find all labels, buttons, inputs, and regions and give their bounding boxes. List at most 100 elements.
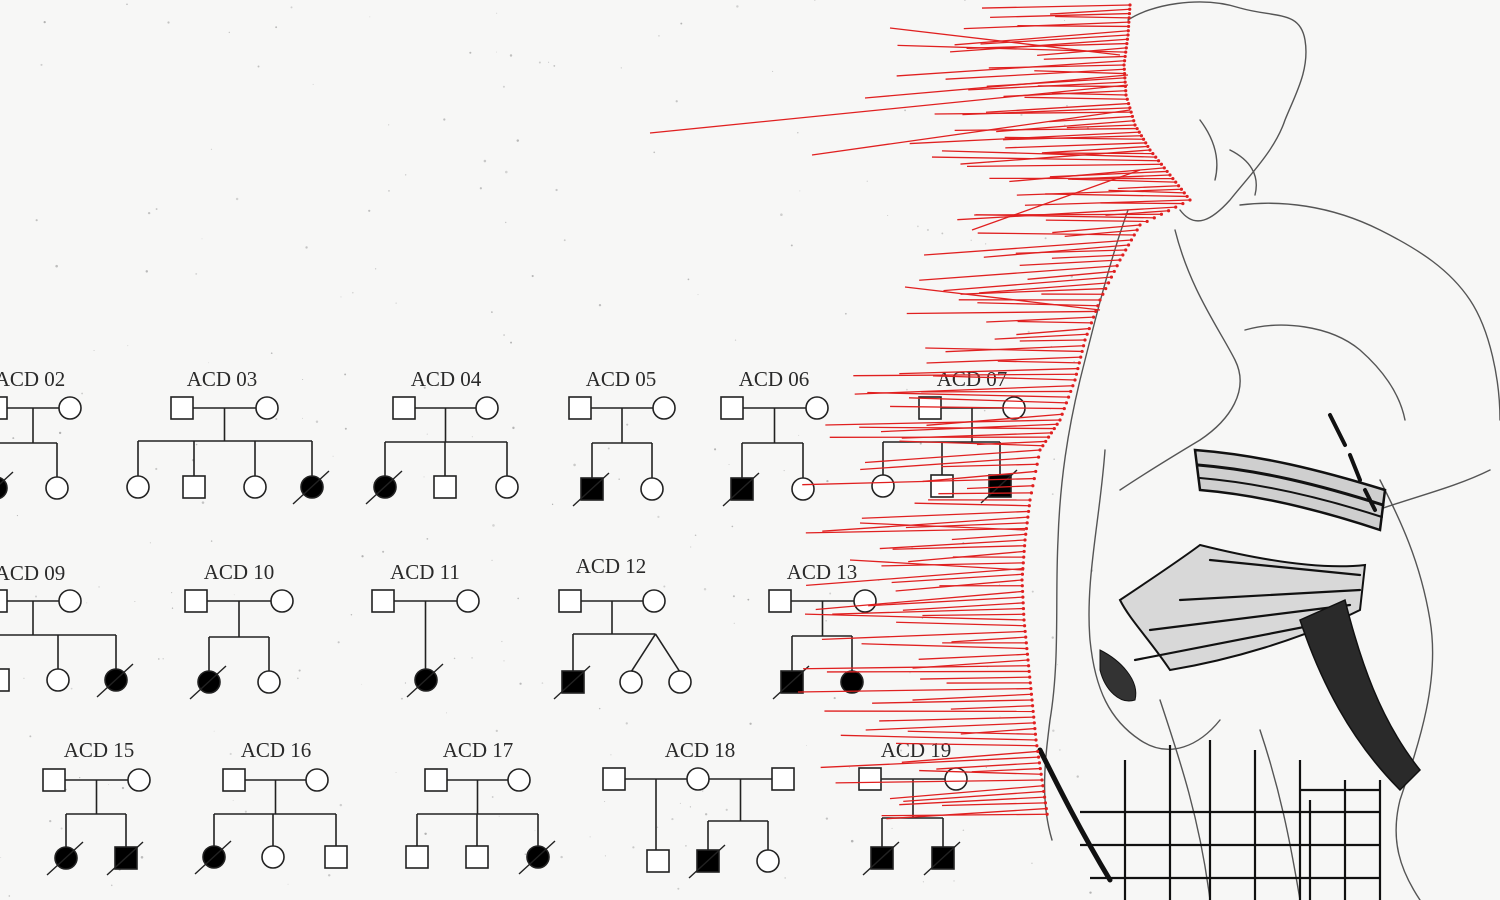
- red-ray-tip: [1023, 538, 1027, 542]
- paper-speckle: [270, 352, 273, 355]
- paper-speckle: [315, 420, 319, 423]
- red-ray-tip: [1128, 3, 1132, 7]
- red-ray-tip: [1020, 584, 1024, 588]
- female-circle: [127, 768, 151, 792]
- paper-speckle: [941, 232, 944, 235]
- red-ray-tip: [1121, 253, 1125, 257]
- red-ray-tip: [1026, 664, 1031, 668]
- red-ray-tip: [1025, 521, 1029, 525]
- pedigree-labels: ACD 02 ACD 03 ACD 04 ACD 05 ACD 06 ACD 0…: [0, 367, 1007, 762]
- paper-speckle: [12, 437, 15, 440]
- pedigree-acd-18: [602, 767, 795, 879]
- paper-speckle: [327, 874, 331, 877]
- red-ray: [891, 573, 1023, 584]
- red-ray-tip: [1123, 54, 1127, 59]
- paper-speckle: [657, 515, 660, 518]
- paper-speckle: [446, 712, 447, 714]
- female-circle: [495, 475, 519, 499]
- female-circle: [805, 396, 829, 420]
- paper-speckle: [290, 6, 293, 9]
- paper-speckle: [783, 470, 785, 472]
- pedigree-label: ACD 11: [390, 560, 460, 584]
- figure-outline-chest: [1244, 324, 1406, 421]
- paper-speckle: [426, 433, 428, 435]
- paper-speckle: [733, 622, 735, 624]
- female-circle: [270, 589, 294, 613]
- paper-speckle: [502, 85, 505, 88]
- paper-speckle: [504, 170, 508, 174]
- red-ray-tip: [1041, 784, 1045, 788]
- red-ray: [922, 470, 1036, 483]
- red-ray-tip: [1032, 715, 1036, 719]
- male-square: [392, 396, 416, 420]
- male-square: [424, 768, 448, 792]
- paper-speckle: [626, 423, 629, 426]
- paper-speckle: [618, 478, 620, 480]
- paper-speckle: [157, 658, 160, 660]
- paper-speckle: [400, 697, 403, 700]
- red-ray: [1117, 185, 1179, 190]
- paper-speckle: [509, 54, 513, 57]
- red-ray: [920, 676, 1030, 680]
- male-square: [720, 396, 744, 420]
- red-ray: [835, 779, 1043, 784]
- red-ray: [861, 643, 1027, 650]
- red-ray: [899, 367, 1078, 375]
- pedigree-acd-16: [194, 768, 348, 875]
- red-ray: [922, 613, 1024, 617]
- pedigree-acd-11: [371, 589, 480, 698]
- paper-speckle: [589, 836, 591, 838]
- paper-speckle: [496, 12, 498, 14]
- red-ray-tip: [1094, 309, 1098, 314]
- paper-speckle: [195, 272, 198, 275]
- red-ray-tip: [1159, 162, 1164, 166]
- red-ray-tip: [1034, 738, 1038, 742]
- red-ray: [1015, 249, 1126, 254]
- paper-speckle: [98, 586, 100, 588]
- red-ray: [849, 559, 1025, 571]
- red-ray: [931, 156, 1159, 162]
- red-ray-tip: [1126, 243, 1131, 247]
- red-ray: [971, 169, 1141, 231]
- paper-speckle: [697, 294, 699, 296]
- paper-speckle: [498, 815, 500, 817]
- red-ray: [966, 163, 1162, 168]
- red-ray-tip: [1166, 209, 1171, 213]
- red-ray: [1050, 8, 1130, 15]
- paper-speckle: [916, 225, 919, 228]
- paper-speckle: [339, 803, 343, 807]
- red-ray-tip: [1132, 119, 1136, 123]
- red-ray: [1016, 188, 1182, 196]
- red-ray-tip: [1033, 732, 1038, 736]
- red-ray-tip: [1179, 187, 1184, 191]
- red-ray-tip: [1125, 37, 1130, 41]
- red-ray-tip: [1130, 114, 1135, 119]
- red-ray: [899, 796, 1045, 806]
- red-ray-tip: [1058, 418, 1062, 422]
- red-ray-tip: [1122, 67, 1126, 71]
- red-ray-tip: [1035, 744, 1039, 748]
- paper-speckle: [736, 5, 739, 8]
- red-ray: [919, 265, 1118, 281]
- red-ray: [1017, 320, 1092, 324]
- female-circle: [507, 768, 531, 792]
- female-circle: [642, 589, 666, 613]
- pedigree-acd-02: [0, 396, 82, 500]
- paper-speckle: [604, 855, 606, 857]
- red-ray-tip: [1151, 151, 1155, 156]
- paper-speckle: [1044, 237, 1047, 240]
- red-ray-tip: [1089, 321, 1094, 325]
- pedigree-label: ACD 02: [0, 367, 65, 391]
- red-ray-tip: [1044, 806, 1048, 811]
- pedigree-label: ACD 17: [443, 738, 514, 762]
- red-ray: [896, 742, 1037, 747]
- red-ray: [945, 68, 1125, 80]
- red-ray: [1034, 70, 1125, 75]
- red-ray: [889, 27, 1121, 56]
- paper-speckle: [484, 749, 487, 752]
- paper-speckle: [49, 819, 52, 823]
- red-ray: [1041, 145, 1148, 154]
- paper-speckle: [302, 417, 303, 419]
- male-square: [170, 396, 194, 420]
- red-ray: [988, 64, 1125, 69]
